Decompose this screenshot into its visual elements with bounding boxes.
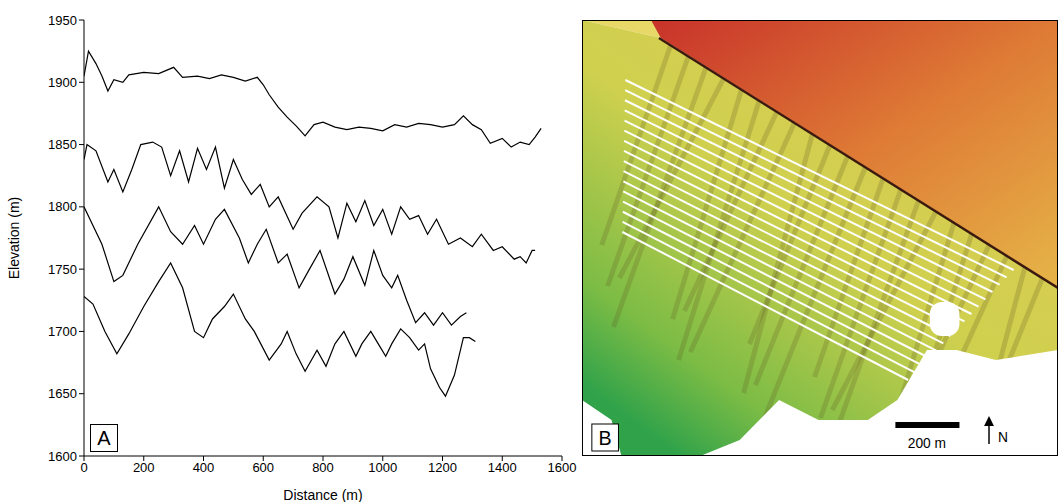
svg-text:600: 600 <box>252 460 274 475</box>
svg-text:1000: 1000 <box>368 460 397 475</box>
svg-text:1600: 1600 <box>548 460 577 475</box>
svg-text:1850: 1850 <box>48 137 77 152</box>
svg-text:Elevation (m): Elevation (m) <box>6 197 22 279</box>
svg-text:400: 400 <box>193 460 215 475</box>
svg-text:1400: 1400 <box>488 460 517 475</box>
svg-text:N: N <box>998 429 1008 445</box>
html-text:A: A <box>97 426 111 449</box>
svg-text:0: 0 <box>80 460 87 475</box>
svg-text:1700: 1700 <box>48 324 77 339</box>
svg-text:1900: 1900 <box>48 75 77 90</box>
svg-text:1750: 1750 <box>48 262 77 277</box>
svg-text:200: 200 <box>133 460 155 475</box>
svg-text:1200: 1200 <box>428 460 457 475</box>
svg-text:1950: 1950 <box>48 13 77 28</box>
svg-text:800: 800 <box>312 460 334 475</box>
svg-text:B: B <box>599 427 612 449</box>
svg-text:1600: 1600 <box>48 449 77 464</box>
svg-text:1650: 1650 <box>48 386 77 401</box>
svg-text:1800: 1800 <box>48 199 77 214</box>
svg-text:Distance (m): Distance (m) <box>283 487 362 502</box>
svg-text:200 m: 200 m <box>908 435 946 451</box>
